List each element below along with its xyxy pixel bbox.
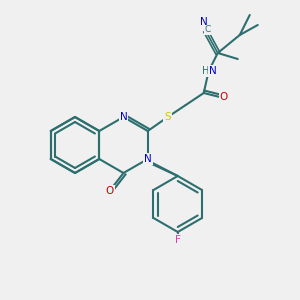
- Text: O: O: [220, 92, 228, 102]
- Text: C: C: [205, 26, 211, 34]
- Text: N: N: [120, 112, 128, 122]
- Text: H: H: [202, 66, 209, 76]
- Text: N: N: [209, 66, 217, 76]
- Text: O: O: [105, 186, 114, 196]
- Text: S: S: [164, 112, 171, 122]
- Text: N: N: [200, 17, 208, 27]
- Text: N: N: [144, 154, 152, 164]
- Text: F: F: [175, 235, 181, 245]
